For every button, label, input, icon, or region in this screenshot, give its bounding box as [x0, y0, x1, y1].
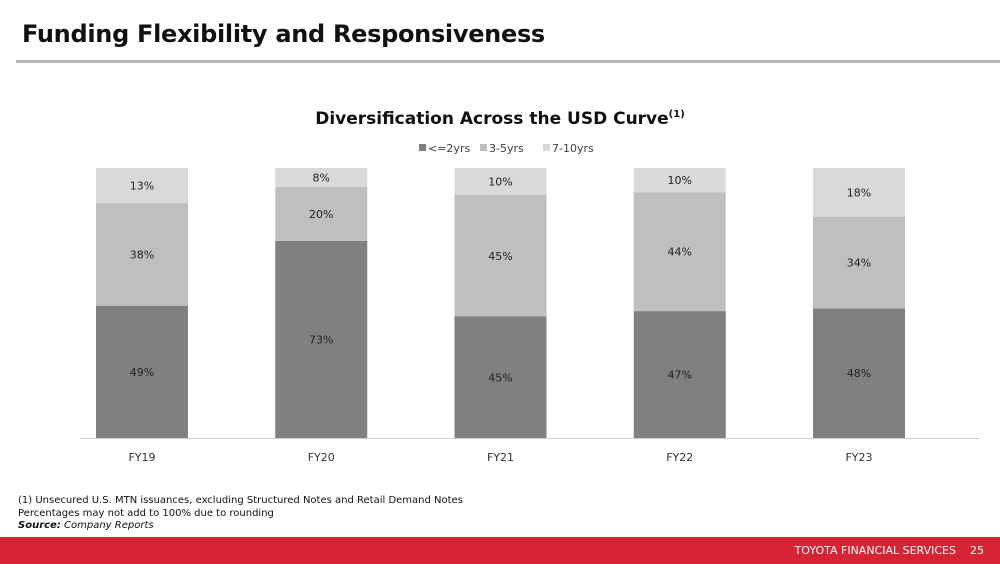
source-value: Company Reports — [64, 520, 154, 531]
x-axis-ticks: FY19 FY20 FY21 FY22 FY23 — [128, 451, 872, 464]
data-label: 45% — [488, 371, 512, 384]
source-label: Source: — [18, 520, 61, 531]
x-tick-label: FY20 — [308, 451, 335, 464]
page-number: 25 — [970, 544, 984, 557]
x-tick-label: FY22 — [666, 451, 693, 464]
x-tick-label: FY19 — [128, 451, 155, 464]
source-line: Source: Company Reports — [18, 520, 463, 533]
bar-segment-fy23-0 — [813, 308, 905, 438]
bar-segment-fy21-1 — [454, 195, 547, 317]
data-label: 48% — [847, 367, 871, 380]
legend-label: 7-10yrs — [552, 142, 594, 155]
bar-segment-fy23-1 — [813, 216, 905, 309]
data-label: 13% — [130, 180, 154, 193]
bar-segment-fy23-2 — [813, 168, 905, 217]
x-tick-label: FY21 — [487, 451, 514, 464]
data-label: 20% — [309, 208, 333, 221]
footnotes: (1) Unsecured U.S. MTN issuances, exclud… — [18, 495, 463, 533]
bar-segment-fy22-0 — [633, 311, 726, 438]
legend-label: 3-5yrs — [489, 142, 524, 155]
data-label: 44% — [668, 246, 692, 259]
bar-segment-fy19-0 — [96, 305, 188, 438]
bar-segment-fy19-1 — [96, 203, 188, 306]
data-label: 10% — [488, 176, 512, 189]
bar-segment-fy21-0 — [454, 316, 547, 438]
bar-segment-fy22-1 — [633, 192, 726, 312]
bar-segment-fy20-1 — [275, 186, 368, 241]
footnote-rounding: Percentages may not add to 100% due to r… — [18, 507, 274, 519]
bars-group: 49% 38% 13% 73% 20% 8% 45% 45% 10% 47% 44% 10% 48% 34… — [96, 168, 905, 438]
legend-swatch — [419, 144, 426, 151]
footnote-1: (1) Unsecured U.S. MTN issuances, exclud… — [18, 495, 463, 506]
bar-segment-fy22-2 — [633, 168, 726, 193]
data-label: 47% — [668, 369, 692, 382]
legend-swatch — [543, 144, 550, 151]
stacked-bar-chart: Diversification Across the USD Curve(1) … — [80, 109, 980, 464]
bar-segment-fy19-2 — [96, 168, 188, 204]
x-tick-label: FY23 — [845, 451, 872, 464]
title-divider — [16, 60, 1000, 63]
bar-segment-fy21-2 — [454, 168, 547, 195]
data-label: 18% — [847, 186, 871, 199]
data-label: 73% — [309, 333, 333, 346]
data-label: 49% — [130, 366, 154, 379]
data-label: 45% — [488, 250, 512, 263]
legend-label: <=2yrs — [428, 142, 470, 155]
data-label: 38% — [130, 248, 154, 261]
data-label: 10% — [668, 174, 692, 187]
chart-legend: <=2yrs 3-5yrs 7-10yrs — [419, 142, 594, 155]
chart-title-superscript: (1) — [669, 109, 685, 120]
bar-segment-fy20-0 — [275, 240, 368, 438]
chart-title: Diversification Across the USD Curve(1) — [315, 109, 685, 129]
footer-bar: TOYOTA FINANCIAL SERVICES 25 — [0, 537, 1000, 564]
footer-brand: TOYOTA FINANCIAL SERVICES — [794, 544, 956, 557]
chart-title-text: Diversification Across the USD Curve — [315, 109, 668, 129]
data-label: 8% — [313, 171, 330, 184]
legend-swatch — [480, 144, 487, 151]
page-title: Funding Flexibility and Responsiveness — [22, 20, 545, 48]
data-label: 34% — [847, 257, 871, 270]
bar-segment-fy20-2 — [275, 168, 368, 187]
